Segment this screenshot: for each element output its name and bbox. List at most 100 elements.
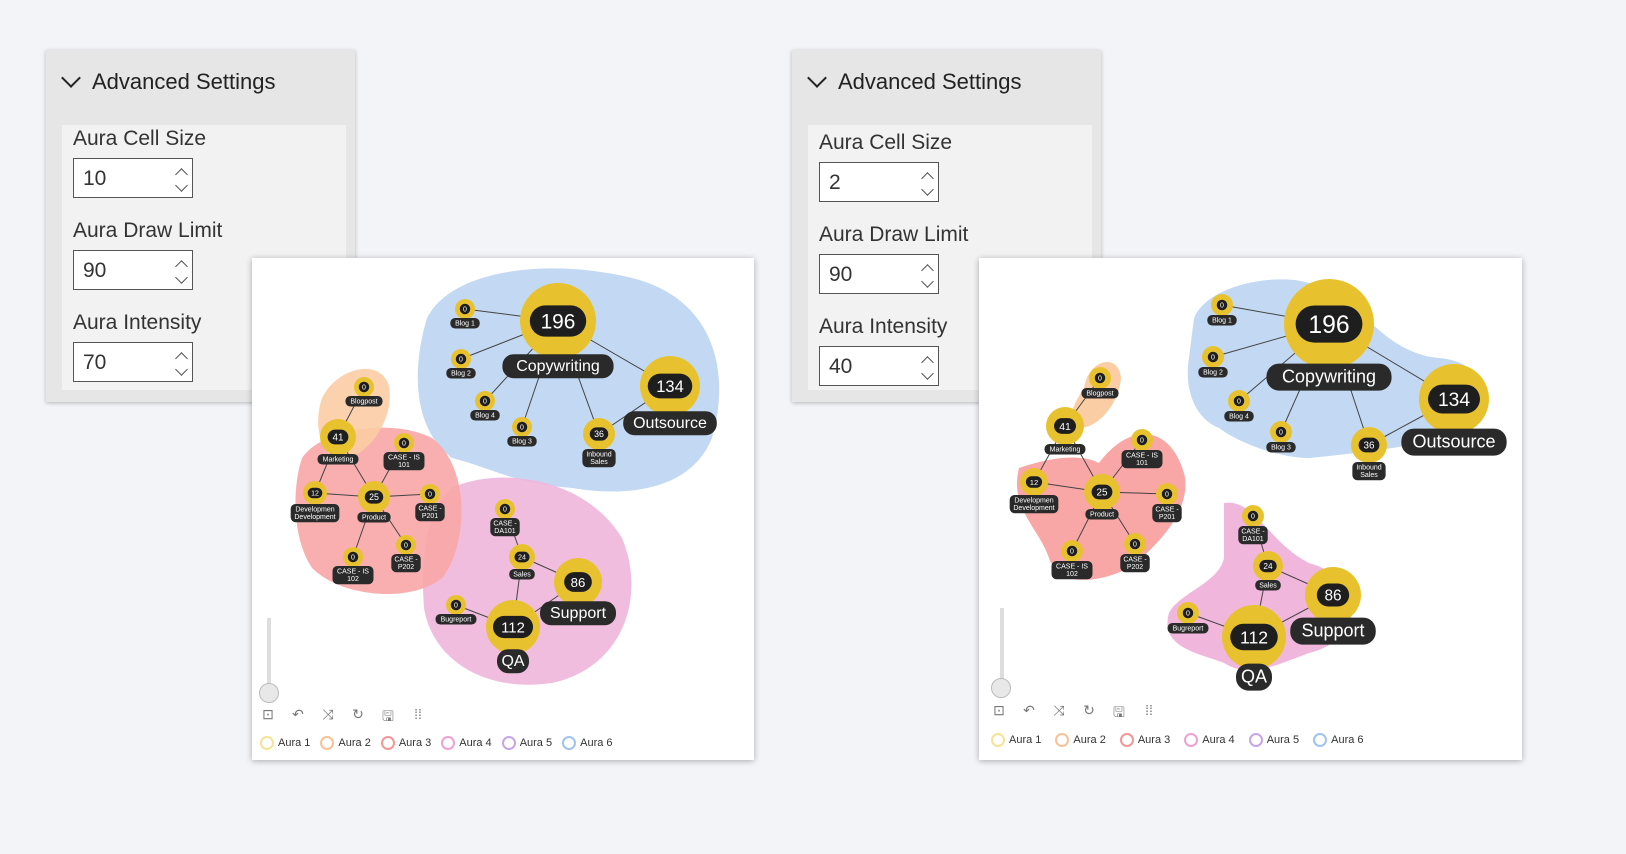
aura-intensity-input[interactable]: 40 — [819, 346, 939, 386]
aura-icon — [501, 736, 516, 750]
save-icon[interactable]: 🖫 — [1113, 704, 1125, 720]
decrement-icon[interactable] — [175, 363, 188, 376]
legend-label: Aura 1 — [278, 737, 311, 749]
node-blog2[interactable]: 0 Blog 2 — [1198, 346, 1228, 378]
node-label: CASE - — [418, 505, 442, 512]
node-blog4[interactable]: 0 Blog 4 — [470, 391, 500, 421]
node-label: Bugreport — [1173, 625, 1204, 632]
node-copy[interactable]: 196 Copywriting — [1266, 279, 1392, 391]
legend-item-aura-1[interactable]: Aura 1 — [260, 736, 310, 750]
zoom-slider-thumb[interactable] — [259, 683, 279, 703]
legend-item-aura-2[interactable]: Aura 2 — [320, 736, 371, 750]
node-p202[interactable]: 0 CASE -P202 — [1120, 533, 1150, 573]
node-p202[interactable]: 0 CASE -P202 — [391, 535, 421, 573]
legend-item-aura-6[interactable]: Aura 6 — [562, 736, 613, 750]
node-blog1[interactable]: 0 Blog 1 — [450, 299, 480, 329]
node-marketing[interactable]: 41 Marketing — [317, 419, 359, 465]
aura-blue — [417, 268, 720, 492]
node-qa[interactable]: 112 QA — [486, 600, 540, 674]
decrement-icon[interactable] — [921, 183, 934, 196]
shuffle-icon[interactable]: ⤨ — [1053, 702, 1065, 718]
aura-cell-size-input[interactable]: 10 — [73, 158, 193, 198]
node-product[interactable]: 25 Product — [1084, 474, 1120, 520]
legend-item-aura-3[interactable]: Aura 3 — [380, 736, 431, 750]
aura-icon — [380, 736, 395, 750]
node-p201[interactable]: 0 CASE -P201 — [415, 484, 445, 522]
node-qa[interactable]: 112 QA — [1222, 605, 1286, 691]
node-blog2[interactable]: 0 Blog 2 — [446, 349, 476, 379]
node-marketing[interactable]: 41 Marketing — [1044, 407, 1086, 455]
aura-draw-limit-input[interactable]: 90 — [819, 254, 939, 294]
node-blog4[interactable]: 0 Blog 4 — [1224, 390, 1254, 422]
undo-icon[interactable]: ↶ — [1023, 702, 1035, 718]
legend-item-aura-2[interactable]: Aura 2 — [1055, 733, 1106, 747]
zoom-slider[interactable] — [1000, 608, 1004, 688]
node-da101[interactable]: 0 CASE -DA101 — [490, 499, 520, 537]
chevron-down-icon — [61, 67, 81, 88]
decrement-icon[interactable] — [921, 367, 934, 380]
node-blogpost[interactable]: 0 Blogpost — [1081, 367, 1119, 399]
aura-cell-size-input[interactable]: 2 — [819, 162, 939, 202]
legend-item-aura-4[interactable]: Aura 4 — [1184, 733, 1235, 747]
decrement-icon[interactable] — [175, 179, 188, 192]
node-p201[interactable]: 0 CASE -P201 — [1152, 483, 1182, 523]
aura-intensity-label: Aura Intensity — [73, 311, 202, 334]
node-support[interactable]: 86 Support — [540, 558, 616, 626]
node-label: Blog 1 — [1212, 317, 1232, 324]
grid-icon[interactable]: ⁞⁞ — [1145, 702, 1153, 718]
aura-draw-limit-input[interactable]: 90 — [73, 250, 193, 290]
save-icon[interactable]: 🖫 — [382, 708, 394, 724]
network-graph[interactable]: 0 Blog 1 196 Copywriting 0 Blog 2 0 Blog 4 0 Blog… — [252, 258, 754, 760]
decrement-icon[interactable] — [175, 271, 188, 284]
node-label: P202 — [1127, 564, 1143, 571]
legend-item-aura-4[interactable]: Aura 4 — [441, 736, 492, 750]
advanced-settings-header[interactable]: Advanced Settings — [792, 50, 1101, 113]
refresh-icon[interactable]: ↻ — [1083, 702, 1095, 718]
node-blogpost[interactable]: 0 Blogpost — [345, 377, 383, 407]
legend-item-aura-6[interactable]: Aura 6 — [1313, 733, 1364, 747]
legend-item-aura-5[interactable]: Aura 5 — [1248, 733, 1299, 747]
legend-item-aura-3[interactable]: Aura 3 — [1119, 733, 1170, 747]
node-product[interactable]: 25 Product — [357, 481, 391, 523]
network-graph[interactable]: 0 Blog 1 196 Copywriting 0 Blog 2 0 Blog 4 0 Blog… — [979, 258, 1522, 760]
node-value: 0 — [520, 425, 524, 432]
node-blog1[interactable]: 0 Blog 1 — [1207, 294, 1237, 326]
node-label: Inbound — [1356, 464, 1381, 471]
refresh-icon[interactable]: ↻ — [352, 706, 364, 722]
node-outsource[interactable]: 134 Outsource — [623, 356, 717, 436]
shuffle-icon[interactable]: ⤨ — [322, 706, 334, 722]
advanced-settings-header[interactable]: Advanced Settings — [46, 50, 355, 113]
node-label: 101 — [398, 462, 410, 469]
node-support[interactable]: 86 Support — [1290, 567, 1376, 645]
node-value: 0 — [1251, 514, 1255, 521]
undo-icon[interactable]: ↶ — [292, 706, 304, 722]
node-copy[interactable]: 196 Copywriting — [502, 283, 614, 379]
aura-intensity-input[interactable]: 70 — [73, 342, 193, 382]
node-da101[interactable]: 0 CASE -DA101 — [1238, 505, 1268, 545]
node-sales[interactable]: 24 Sales — [1253, 551, 1283, 591]
node-blog3[interactable]: 0 Blog 3 — [507, 417, 537, 447]
node-sales[interactable]: 24 Sales — [509, 544, 535, 580]
grid-icon[interactable]: ⁞⁞ — [414, 706, 422, 722]
zoom-slider-thumb[interactable] — [991, 678, 1011, 698]
fit-view-icon[interactable]: ⊡ — [993, 702, 1005, 718]
node-label: Outsource — [1412, 432, 1495, 452]
decrement-icon[interactable] — [921, 275, 934, 288]
fit-view-icon[interactable]: ⊡ — [262, 706, 274, 722]
legend-item-aura-5[interactable]: Aura 5 — [501, 736, 552, 750]
node-bugreport[interactable]: 0 Bugreport — [435, 595, 477, 625]
node-blog3[interactable]: 0 Blog 3 — [1266, 421, 1296, 453]
node-bugreport[interactable]: 0 Bugreport — [1167, 602, 1209, 634]
legend-item-aura-1[interactable]: Aura 1 — [991, 733, 1041, 747]
node-outsource[interactable]: 134 Outsource — [1401, 364, 1507, 456]
node-value: 24 — [1263, 562, 1273, 571]
zoom-slider[interactable] — [267, 618, 271, 688]
